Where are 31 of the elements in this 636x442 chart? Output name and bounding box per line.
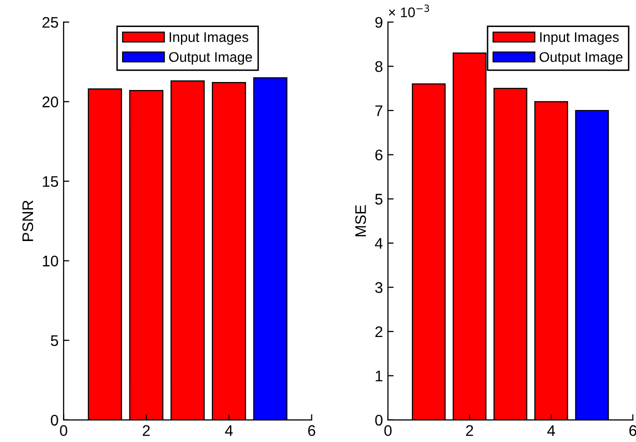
y-tick-label: 25 xyxy=(42,16,58,28)
x-tick-label: 2 xyxy=(466,425,474,436)
y-tick-label: 6 xyxy=(375,150,382,160)
x-tick-label: 6 xyxy=(308,425,316,436)
x-tick-label: 0 xyxy=(384,425,392,436)
y-tick-label: 8 xyxy=(375,61,382,72)
y-tick-label: 1 xyxy=(376,370,382,382)
y-tick-label: 3 xyxy=(375,282,382,293)
legend-label: Input Images xyxy=(170,32,248,45)
y-tick-label: 0 xyxy=(375,414,382,426)
y-tick-label: 2 xyxy=(375,326,382,338)
y-tick-label: 5 xyxy=(375,194,382,205)
y-axis-title: PSNR xyxy=(22,200,34,241)
y-tick-label: 10 xyxy=(42,256,58,266)
x-tick-label: 6 xyxy=(629,425,636,436)
y-tick-label: 4 xyxy=(374,238,383,249)
x-tick-label: 0 xyxy=(60,425,68,436)
x-tick-label: 4 xyxy=(547,425,555,436)
x-tick-label: 2 xyxy=(142,425,150,436)
legend-label: Input Images xyxy=(540,32,619,45)
y-tick-label: 9 xyxy=(375,16,382,28)
legend-label: Output Image xyxy=(169,52,252,65)
y-axis-title: MSE xyxy=(355,205,366,236)
x-tick-label: 4 xyxy=(225,425,233,436)
y-tick-label: 20 xyxy=(42,96,58,108)
y-tick-label: 0 xyxy=(50,414,58,426)
y-tick-label: 15 xyxy=(42,176,58,187)
legend-label: Output Image xyxy=(540,52,622,65)
text: × 10$^{−3}$ xyxy=(388,4,430,18)
y-tick-label: 5 xyxy=(50,335,58,346)
y-tick-label: 7 xyxy=(375,106,382,116)
